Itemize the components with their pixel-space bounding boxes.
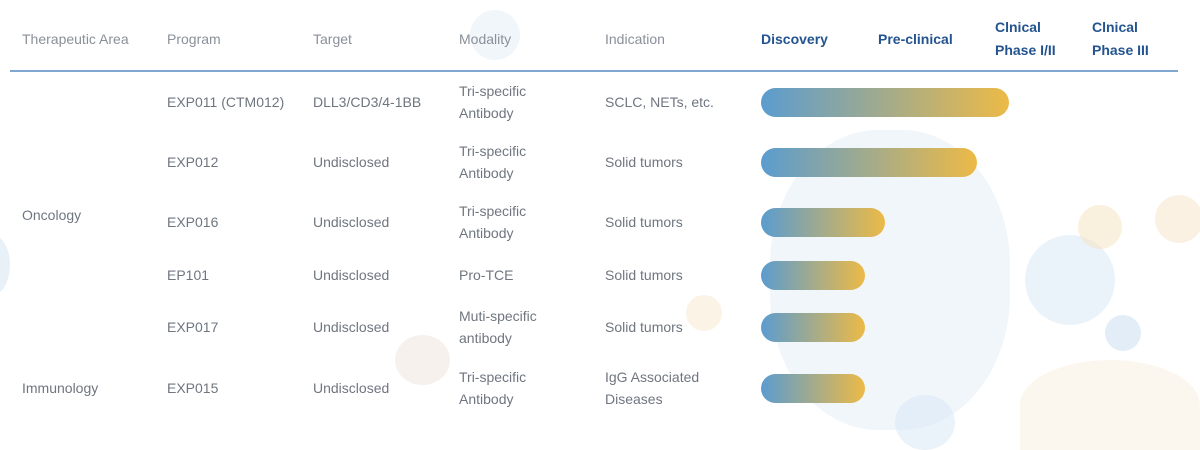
modality-cell: Tri-specific Antibody bbox=[459, 200, 526, 244]
header-discovery: Discovery bbox=[761, 31, 828, 47]
target-cell: Undisclosed bbox=[313, 380, 390, 396]
area-oncology: Oncology bbox=[22, 207, 82, 223]
program-cell: EP101 bbox=[167, 267, 210, 283]
modality-line: Muti-specific bbox=[459, 308, 537, 324]
progress-bar bbox=[761, 88, 1009, 117]
indication-cell: Solid tumors bbox=[605, 211, 683, 233]
modality-line: Antibody bbox=[459, 165, 514, 181]
header-therapeutic-area: Therapeutic Area bbox=[22, 31, 129, 47]
modality-line: Tri-specific bbox=[459, 369, 527, 385]
indication-line: Solid tumors bbox=[605, 267, 683, 283]
table-row: EXP011 (CTM012) DLL3/CD3/4-1BB Tri-speci… bbox=[0, 80, 1200, 125]
header-phase3-line2: Phase III bbox=[1092, 42, 1149, 58]
program-cell: EXP012 bbox=[167, 154, 219, 170]
program-cell: EXP016 bbox=[167, 214, 219, 230]
header-target: Target bbox=[313, 31, 352, 47]
indication-line: Solid tumors bbox=[605, 214, 683, 230]
modality-line: Antibody bbox=[459, 225, 514, 241]
indication-line: Diseases bbox=[605, 391, 663, 407]
header-phase12-line2: Phase I/II bbox=[995, 42, 1056, 58]
table-row: EXP015 Undisclosed Tri-specific Antibody… bbox=[0, 366, 1200, 411]
table-row: EXP012 Undisclosed Tri-specific Antibody… bbox=[0, 140, 1200, 185]
indication-line: IgG Associated bbox=[605, 369, 700, 385]
table-row: EXP016 Undisclosed Tri-specific Antibody… bbox=[0, 200, 1200, 245]
header-clinical-phase-3: Clnical Phase III bbox=[1092, 16, 1149, 62]
program-cell: EXP017 bbox=[167, 319, 219, 335]
header-indication: Indication bbox=[605, 31, 665, 47]
target-cell: Undisclosed bbox=[313, 319, 390, 335]
progress-bar bbox=[761, 313, 865, 342]
indication-line: Solid tumors bbox=[605, 319, 683, 335]
program-cell: EXP011 (CTM012) bbox=[167, 94, 285, 110]
modality-line: Tri-specific bbox=[459, 203, 527, 219]
modality-cell: Muti-specific antibody bbox=[459, 305, 537, 349]
indication-cell: Solid tumors bbox=[605, 264, 683, 286]
program-cell: EXP015 bbox=[167, 380, 219, 396]
header-divider bbox=[10, 70, 1178, 72]
modality-cell: Tri-specific Antibody bbox=[459, 80, 526, 124]
indication-cell: Solid tumors bbox=[605, 151, 683, 173]
indication-cell: SCLC, NETs, etc. bbox=[605, 91, 714, 113]
indication-line: Solid tumors bbox=[605, 154, 683, 170]
indication-cell: IgG Associated Diseases bbox=[605, 366, 699, 410]
header-program: Program bbox=[167, 31, 221, 47]
table-row: EXP017 Undisclosed Muti-specific antibod… bbox=[0, 305, 1200, 350]
modality-cell: Tri-specific Antibody bbox=[459, 140, 526, 184]
modality-cell: Tri-specific Antibody bbox=[459, 366, 526, 410]
progress-bar bbox=[761, 208, 885, 237]
target-cell: Undisclosed bbox=[313, 214, 390, 230]
header-phase3-line1: Clnical bbox=[1092, 19, 1138, 35]
modality-line: Tri-specific bbox=[459, 143, 527, 159]
table-header: Therapeutic Area Program Target Modality… bbox=[0, 0, 1200, 70]
modality-cell: Pro-TCE bbox=[459, 264, 513, 286]
modality-line: antibody bbox=[459, 330, 512, 346]
header-modality: Modality bbox=[459, 31, 512, 47]
indication-cell: Solid tumors bbox=[605, 316, 683, 338]
header-clinical-phase-1-2: Clnical Phase I/II bbox=[995, 16, 1056, 62]
header-preclinical: Pre-clinical bbox=[878, 31, 953, 47]
modality-line: Antibody bbox=[459, 391, 514, 407]
table-row: EP101 Undisclosed Pro-TCE Solid tumors bbox=[0, 253, 1200, 298]
target-cell: Undisclosed bbox=[313, 154, 390, 170]
progress-bar bbox=[761, 261, 865, 290]
modality-line: Pro-TCE bbox=[459, 267, 514, 283]
area-immunology: Immunology bbox=[22, 380, 99, 396]
modality-line: Antibody bbox=[459, 105, 514, 121]
modality-line: Tri-specific bbox=[459, 83, 527, 99]
target-cell: DLL3/CD3/4-1BB bbox=[313, 94, 422, 110]
target-cell: Undisclosed bbox=[313, 267, 390, 283]
indication-line: SCLC, NETs, etc. bbox=[605, 94, 714, 110]
progress-bar bbox=[761, 148, 977, 177]
header-phase12-line1: Clnical bbox=[995, 19, 1041, 35]
progress-bar bbox=[761, 374, 865, 403]
